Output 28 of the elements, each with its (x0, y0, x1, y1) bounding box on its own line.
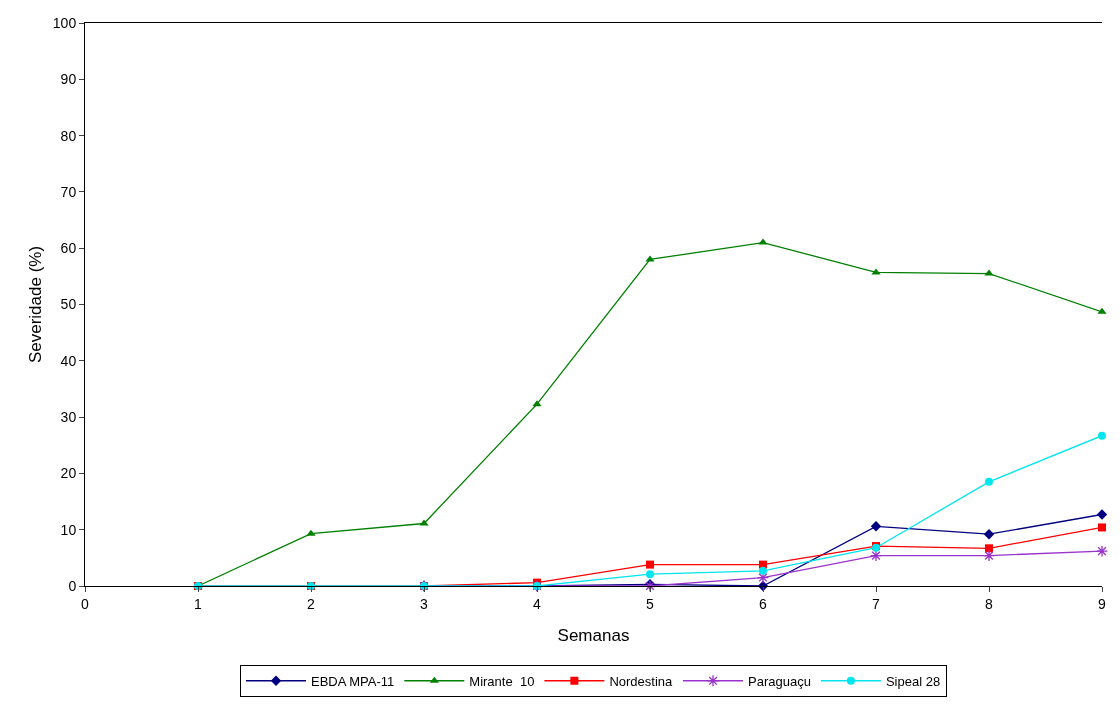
y-tick-label: 80 (60, 127, 77, 144)
legend-label: Mirante 10 (469, 673, 535, 689)
y-tick-label: 70 (60, 183, 77, 200)
x-tick-label: 1 (194, 595, 203, 612)
y-tick-label: 100 (52, 14, 77, 31)
x-tick-label: 5 (646, 595, 655, 612)
y-tick-label: 90 (60, 71, 77, 88)
legend-label: Paraguaçu (748, 673, 811, 689)
y-axis-title: Severidade (%) (26, 245, 45, 364)
y-tick-label: 40 (60, 352, 77, 369)
y-tick-label: 0 (68, 577, 77, 594)
x-tick-label: 2 (307, 595, 316, 612)
x-tick-label: 0 (81, 595, 90, 612)
x-tick-label: 4 (533, 595, 542, 612)
y-tick-label: 10 (60, 521, 77, 538)
legend-label: EBDA MPA-11 (311, 673, 395, 689)
x-tick-label: 3 (420, 595, 429, 612)
y-tick-label: 30 (60, 409, 77, 425)
y-tick-label: 50 (60, 296, 77, 313)
x-tick-label: 9 (1098, 595, 1107, 612)
legend-label: Nordestina (609, 673, 674, 689)
y-tick-label: 20 (60, 465, 77, 482)
y-tick-label: 60 (60, 240, 77, 257)
x-tick-label: 7 (872, 595, 881, 612)
x-tick-label: 8 (985, 595, 994, 612)
x-axis-title: Semanas (557, 626, 630, 646)
x-tick-label: 6 (759, 595, 768, 612)
legend-label: Sipeal 28 (885, 673, 941, 689)
